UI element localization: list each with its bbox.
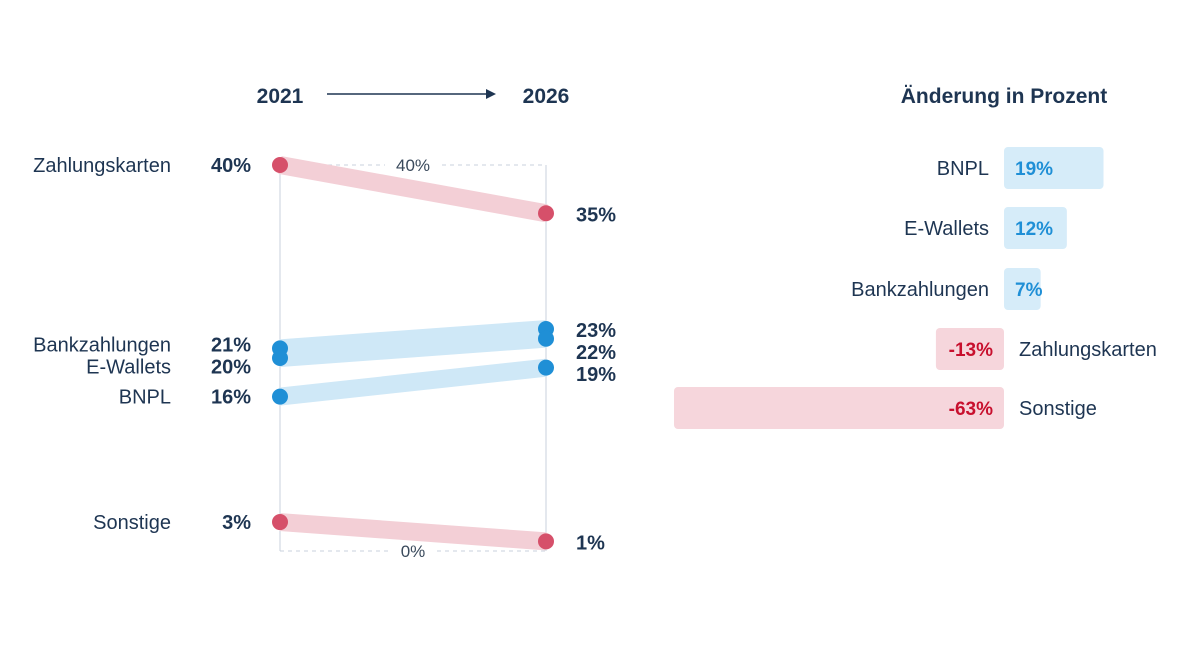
category-label-bnpl: BNPL — [119, 387, 171, 409]
slope-labels: Zahlungskarten 40% 35% Bankzahlungen 21% 23% E… — [33, 155, 616, 554]
start-value-bnpl: 16% — [211, 387, 251, 409]
change-bar-bnpl — [1004, 147, 1104, 189]
change-category-sonstige: Sonstige — [1019, 398, 1097, 420]
end-year-label: 2026 — [523, 85, 570, 108]
start-value-sonstige: 3% — [222, 512, 251, 534]
change-value-bankzahlungen: 7% — [1015, 280, 1043, 301]
change-value-zahlungskarten: -13% — [949, 340, 993, 361]
start-year-label: 2021 — [257, 85, 304, 108]
start-value-zahlungskarten: 40% — [211, 155, 251, 177]
category-label-zahlungskarten: Zahlungskarten — [33, 155, 171, 177]
change-bar-bankzahlungen — [1004, 268, 1041, 310]
change-value-bnpl: 19% — [1015, 159, 1053, 180]
change-value-sonstige: -63% — [949, 399, 993, 420]
change-bar-e-wallets — [1004, 207, 1067, 249]
change-category-bnpl: BNPL — [937, 158, 989, 180]
category-label-sonstige: Sonstige — [93, 512, 171, 534]
slope-dot-start-sonstige — [272, 514, 288, 531]
category-label-bankzahlungen: Bankzahlungen — [33, 334, 171, 356]
slope-dot-end-zahlungskarten — [538, 205, 554, 222]
slope-band-zahlungskarten — [278, 156, 548, 223]
slope-band-e-wallets — [279, 329, 547, 367]
end-value-zahlungskarten: 35% — [576, 204, 616, 226]
bar-chart-title: Änderung in Prozent — [901, 85, 1108, 108]
end-value-sonstige: 1% — [576, 532, 605, 554]
change-category-bankzahlungen: Bankzahlungen — [851, 279, 989, 301]
start-value-bankzahlungen: 21% — [211, 334, 251, 356]
end-value-bankzahlungen: 23% — [576, 320, 616, 342]
start-value-e-wallets: 20% — [211, 356, 251, 378]
slope-dots — [272, 157, 554, 550]
slope-dot-end-bnpl — [538, 359, 554, 376]
gridline-label-bottom: 0% — [401, 542, 426, 561]
change-bars: 19% BNPL 12% E-Wallets 7% Bankzahlungen -13% Za… — [674, 147, 1157, 429]
change-bar-zahlungskarten — [935, 328, 1004, 370]
change-value-e-wallets: 12% — [1015, 219, 1053, 240]
slope-dot-start-bnpl — [272, 388, 288, 405]
slope-band-bankzahlungen — [279, 320, 547, 358]
slope-dot-end-sonstige — [538, 533, 554, 550]
category-label-e-wallets: E-Wallets — [86, 356, 171, 378]
slope-dot-start-zahlungskarten — [272, 157, 288, 173]
end-value-e-wallets: 22% — [576, 342, 616, 364]
end-value-bnpl: 19% — [576, 364, 616, 386]
slope-bands — [278, 156, 548, 551]
slope-band-bnpl — [279, 358, 547, 406]
change-category-zahlungskarten: Zahlungskarten — [1019, 339, 1157, 361]
gridline-label-top: 40% — [396, 156, 430, 175]
change-bar-sonstige — [674, 387, 1004, 429]
slope-dot-end-e-wallets — [538, 330, 554, 347]
change-category-e-wallets: E-Wallets — [904, 218, 989, 240]
slope-band-sonstige — [279, 513, 547, 551]
slope-dot-start-e-wallets — [272, 350, 288, 366]
